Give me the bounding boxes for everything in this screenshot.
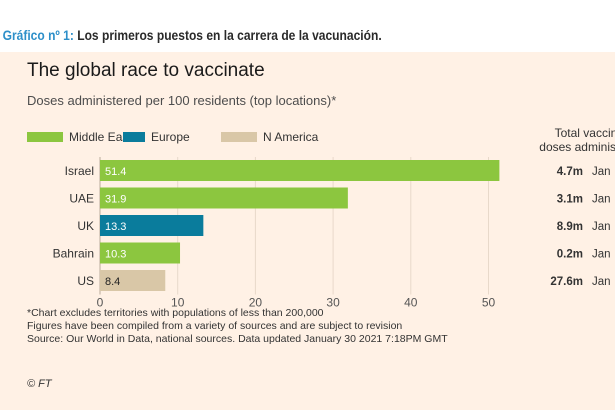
note-exclusions: *Chart excludes territories with populat… bbox=[27, 307, 324, 319]
legend-label-europe: Europe bbox=[151, 130, 190, 144]
note-source: Source: Our World in Data, national sour… bbox=[27, 333, 448, 345]
value-label-bahrain: 10.3 bbox=[105, 249, 126, 261]
chart-subtitle: Doses administered per 100 residents (to… bbox=[27, 93, 337, 108]
x-tick-label-10: 10 bbox=[171, 296, 185, 310]
bar-uk bbox=[100, 215, 204, 236]
category-label-uae: UAE bbox=[69, 192, 94, 206]
figure-number: Gráfico nº 1: bbox=[2, 27, 74, 43]
value-label-israel: 51.4 bbox=[105, 166, 126, 178]
total-date-israel: Jan bbox=[592, 166, 611, 178]
note-revision: Figures have been compiled from a variet… bbox=[27, 320, 403, 332]
legend-label-n-america: N America bbox=[263, 130, 319, 144]
category-label-bahrain: Bahrain bbox=[53, 247, 94, 261]
x-tick-label-20: 20 bbox=[249, 296, 263, 310]
totals-header: Total vaccinati doses administer bbox=[520, 126, 615, 154]
x-tick-label-0: 0 bbox=[97, 296, 104, 310]
total-date-uk: Jan bbox=[592, 221, 611, 233]
figure-caption: Gráfico nº 1: Los primeros puestos en la… bbox=[0, 0, 529, 52]
value-label-uk: 13.3 bbox=[105, 221, 126, 233]
category-label-us: US bbox=[77, 274, 94, 288]
legend-europe: Europe bbox=[123, 130, 190, 144]
total-doses-uae: 3.1m bbox=[557, 194, 583, 206]
x-tick-label-50: 50 bbox=[482, 296, 496, 310]
legend-swatch-n-america bbox=[221, 132, 257, 142]
chart-notes: *Chart excludes territories with populat… bbox=[27, 307, 448, 346]
x-tick-label-30: 30 bbox=[326, 296, 340, 310]
legend-swatch-europe bbox=[123, 132, 145, 142]
legend-label-middle-east: Middle East bbox=[69, 130, 132, 144]
category-label-uk: UK bbox=[77, 219, 94, 233]
bar-us bbox=[100, 270, 166, 291]
ft-credit: © FT bbox=[27, 378, 52, 390]
totals-header-line-2: doses administer bbox=[539, 140, 615, 154]
legend-swatch-middle-east bbox=[27, 132, 63, 142]
total-doses-us: 27.6m bbox=[550, 276, 583, 288]
value-label-uae: 31.9 bbox=[105, 194, 126, 206]
bar-israel bbox=[100, 160, 500, 181]
bar-bahrain bbox=[100, 242, 181, 264]
total-doses-israel: 4.7m bbox=[557, 166, 583, 178]
legend-n-america: N America bbox=[221, 130, 318, 144]
category-label-israel: Israel bbox=[65, 164, 94, 178]
total-date-uae: Jan bbox=[592, 194, 611, 206]
chart-title: The global race to vaccinate bbox=[27, 60, 265, 81]
total-doses-uk: 8.9m bbox=[557, 221, 583, 233]
legend-middle-east: Middle East bbox=[27, 130, 132, 144]
x-tick-label-40: 40 bbox=[404, 296, 418, 310]
total-date-us: Jan bbox=[592, 276, 611, 288]
total-date-bahrain: Jan bbox=[592, 249, 611, 261]
totals-header-line-1: Total vaccinati bbox=[554, 126, 615, 140]
total-doses-bahrain: 0.2m bbox=[557, 249, 583, 261]
figure-caption-text: Los primeros puestos en la carrera de la… bbox=[73, 27, 382, 43]
value-label-us: 8.4 bbox=[105, 276, 120, 288]
bar-uae bbox=[100, 187, 348, 209]
